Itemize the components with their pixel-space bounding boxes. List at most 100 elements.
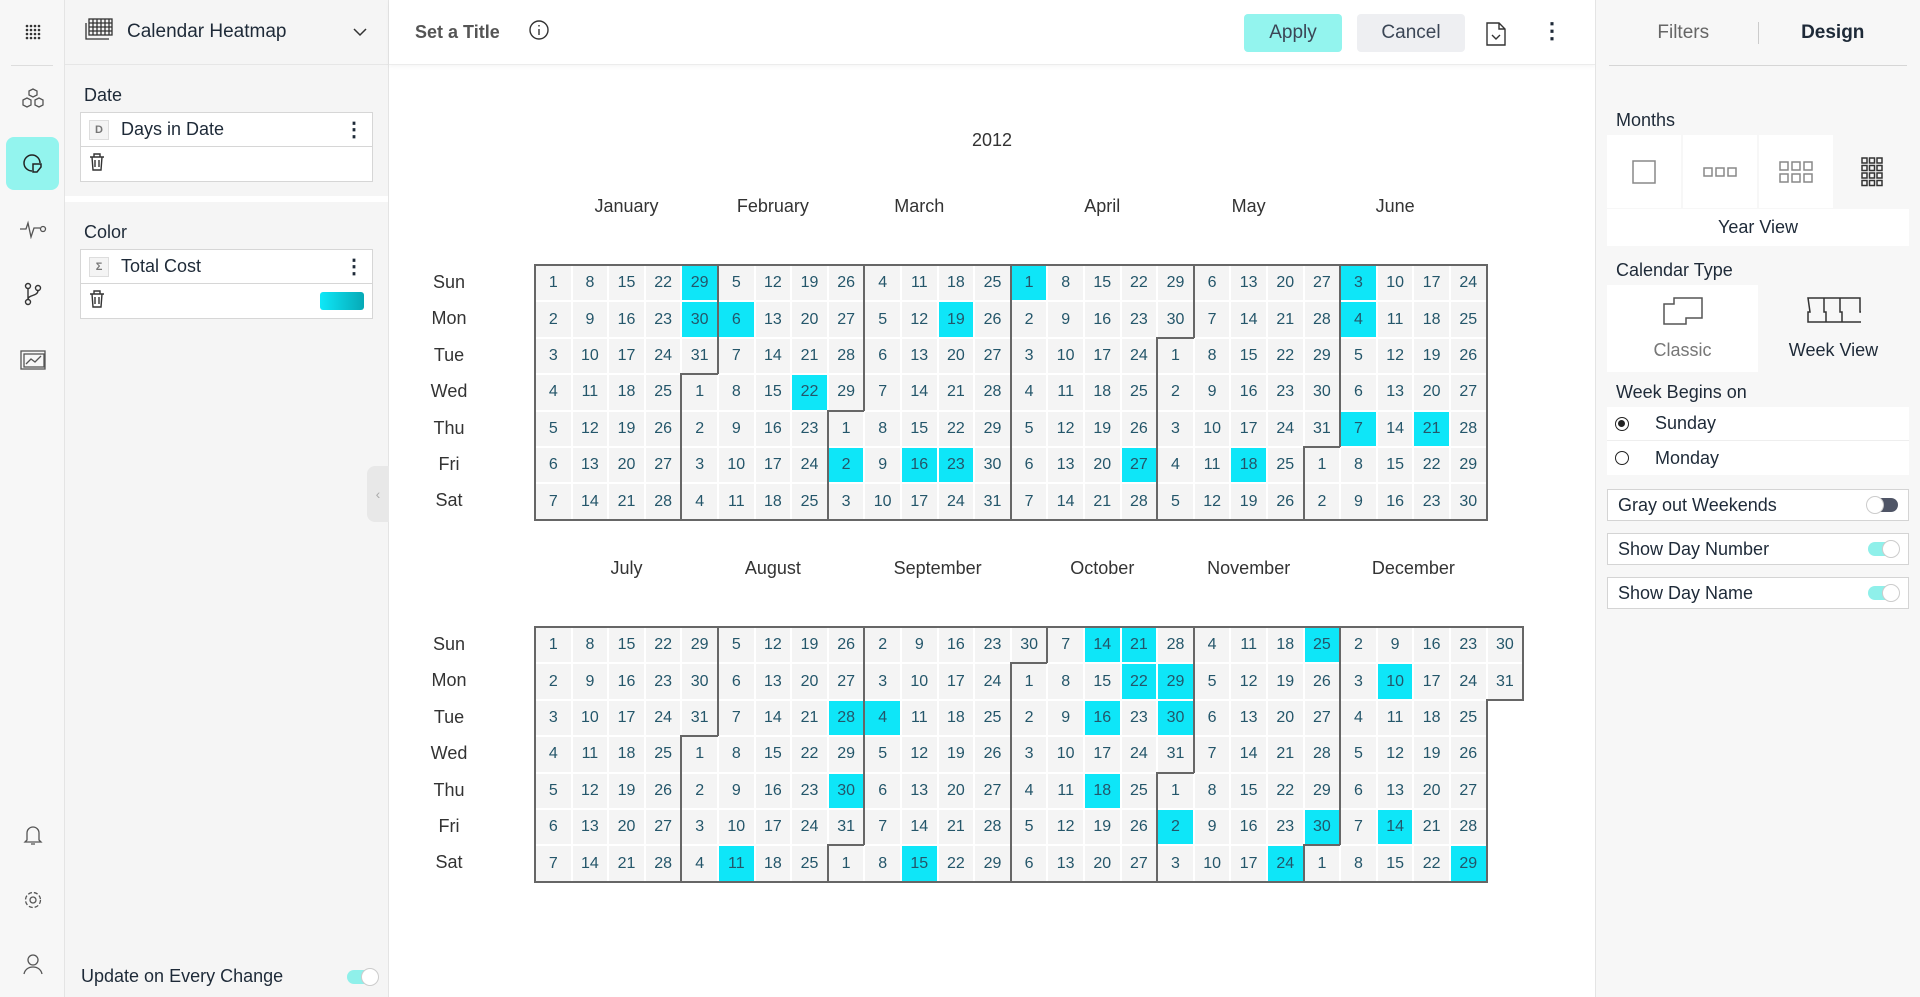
trash-icon[interactable] xyxy=(89,289,105,313)
day-cell[interactable]: 31 xyxy=(681,699,718,737)
day-cell[interactable]: 20 xyxy=(1084,447,1121,484)
day-cell[interactable]: 10 xyxy=(718,447,755,484)
day-cell[interactable]: 8 xyxy=(1047,663,1084,700)
day-cell[interactable]: 10 xyxy=(864,483,901,520)
day-cell-highlighted[interactable]: 16 xyxy=(901,447,938,484)
day-cell[interactable]: 8 xyxy=(718,374,755,411)
day-cell[interactable]: 27 xyxy=(1450,772,1487,809)
day-cell[interactable]: 18 xyxy=(937,699,975,737)
day-cell-highlighted[interactable]: 14 xyxy=(1376,809,1414,846)
day-cell[interactable]: 1 xyxy=(1157,337,1194,375)
day-cell[interactable]: 21 xyxy=(1413,809,1450,846)
day-cell[interactable]: 19 xyxy=(1413,337,1450,375)
cubes-icon[interactable] xyxy=(6,73,59,126)
day-cell[interactable]: 16 xyxy=(1230,374,1267,411)
day-cell[interactable]: 15 xyxy=(608,265,645,302)
day-cell[interactable]: 19 xyxy=(608,410,645,447)
day-cell[interactable]: 9 xyxy=(1047,301,1084,338)
day-cell[interactable]: 13 xyxy=(1376,374,1414,411)
day-cell[interactable]: 20 xyxy=(937,337,975,375)
day-cell[interactable]: 14 xyxy=(571,483,609,520)
day-cell[interactable]: 8 xyxy=(1193,337,1231,375)
day-cell-highlighted[interactable]: 22 xyxy=(791,374,828,411)
day-cell[interactable]: 13 xyxy=(1230,699,1267,737)
day-cell[interactable]: 24 xyxy=(1120,736,1158,773)
more-vertical-icon[interactable]: ⋮ xyxy=(344,256,364,278)
more-vertical-icon[interactable]: ⋮ xyxy=(1541,18,1563,43)
day-cell[interactable]: 1 xyxy=(535,627,572,664)
day-cell[interactable]: 22 xyxy=(1267,772,1304,809)
day-cell[interactable]: 19 xyxy=(1084,809,1121,846)
day-cell[interactable]: 25 xyxy=(1120,772,1158,809)
day-cell[interactable]: 2 xyxy=(535,663,572,700)
day-cell[interactable]: 30 xyxy=(1486,627,1524,664)
day-cell[interactable]: 11 xyxy=(1376,699,1414,737)
radio-sunday[interactable]: Sunday xyxy=(1607,407,1909,441)
day-cell[interactable]: 3 xyxy=(535,699,572,737)
day-cell[interactable]: 4 xyxy=(681,483,718,520)
day-cell[interactable]: 6 xyxy=(535,809,572,846)
day-cell[interactable]: 4 xyxy=(1010,374,1048,411)
day-cell[interactable]: 9 xyxy=(718,410,755,447)
day-cell[interactable]: 11 xyxy=(901,265,938,302)
day-cell[interactable]: 3 xyxy=(1157,845,1194,882)
day-cell[interactable]: 22 xyxy=(1267,337,1304,375)
day-cell-highlighted[interactable]: 21 xyxy=(1413,410,1450,447)
day-cell[interactable]: 8 xyxy=(1193,772,1231,809)
day-cell-highlighted[interactable]: 16 xyxy=(1084,699,1121,737)
day-cell[interactable]: 30 xyxy=(1303,374,1341,411)
day-cell[interactable]: 3 xyxy=(1010,337,1048,375)
day-cell[interactable]: 7 xyxy=(1193,301,1231,338)
day-cell[interactable]: 15 xyxy=(1230,337,1267,375)
day-cell[interactable]: 10 xyxy=(901,663,938,700)
day-cell[interactable]: 18 xyxy=(1267,627,1304,664)
day-cell[interactable]: 25 xyxy=(1120,374,1158,411)
day-cell[interactable]: 7 xyxy=(535,483,572,520)
day-cell[interactable]: 23 xyxy=(1120,699,1158,737)
day-cell[interactable]: 28 xyxy=(644,483,682,520)
date-field[interactable]: D Days in Date ⋮ xyxy=(80,112,373,182)
day-cell[interactable]: 27 xyxy=(644,447,682,484)
day-cell[interactable]: 17 xyxy=(1413,663,1450,700)
day-cell[interactable]: 26 xyxy=(1303,663,1341,700)
day-cell[interactable]: 28 xyxy=(974,374,1011,411)
day-cell[interactable]: 18 xyxy=(1413,699,1450,737)
day-cell[interactable]: 6 xyxy=(1340,772,1377,809)
day-cell[interactable]: 29 xyxy=(827,736,865,773)
day-cell-highlighted[interactable]: 2 xyxy=(827,447,865,484)
day-cell[interactable]: 5 xyxy=(864,301,901,338)
day-cell[interactable]: 7 xyxy=(864,809,901,846)
day-cell[interactable]: 6 xyxy=(718,663,755,700)
week-view-type-option[interactable]: Week View xyxy=(1758,285,1909,372)
day-cell[interactable]: 15 xyxy=(608,627,645,664)
day-cell[interactable]: 10 xyxy=(1193,845,1231,882)
gray-out-weekends-toggle[interactable] xyxy=(1866,496,1898,514)
day-cell[interactable]: 15 xyxy=(1376,845,1414,882)
day-cell-highlighted[interactable]: 30 xyxy=(681,301,718,338)
day-cell[interactable]: 14 xyxy=(754,337,792,375)
day-cell[interactable]: 12 xyxy=(1047,410,1084,447)
day-cell[interactable]: 26 xyxy=(1450,337,1487,375)
day-cell[interactable]: 11 xyxy=(1230,627,1267,664)
day-cell[interactable]: 28 xyxy=(1120,483,1158,520)
day-cell[interactable]: 27 xyxy=(1450,374,1487,411)
day-cell[interactable]: 31 xyxy=(827,809,865,846)
day-cell[interactable]: 30 xyxy=(974,447,1011,484)
day-cell[interactable]: 11 xyxy=(718,483,755,520)
day-cell[interactable]: 25 xyxy=(1450,699,1487,737)
day-cell[interactable]: 12 xyxy=(1193,483,1231,520)
day-cell[interactable]: 15 xyxy=(1084,663,1121,700)
day-cell[interactable]: 13 xyxy=(1047,447,1084,484)
save-file-icon[interactable] xyxy=(1485,22,1507,51)
day-cell[interactable]: 25 xyxy=(644,736,682,773)
day-cell[interactable]: 9 xyxy=(1193,374,1231,411)
day-cell[interactable]: 5 xyxy=(1340,736,1377,773)
day-cell[interactable]: 17 xyxy=(608,337,645,375)
day-cell-highlighted[interactable]: 4 xyxy=(1340,301,1377,338)
day-cell[interactable]: 6 xyxy=(1010,447,1048,484)
day-cell[interactable]: 4 xyxy=(1193,627,1231,664)
day-cell[interactable]: 8 xyxy=(1340,447,1377,484)
day-cell[interactable]: 19 xyxy=(1230,483,1267,520)
day-cell[interactable]: 1 xyxy=(681,736,718,773)
day-cell[interactable]: 3 xyxy=(827,483,865,520)
